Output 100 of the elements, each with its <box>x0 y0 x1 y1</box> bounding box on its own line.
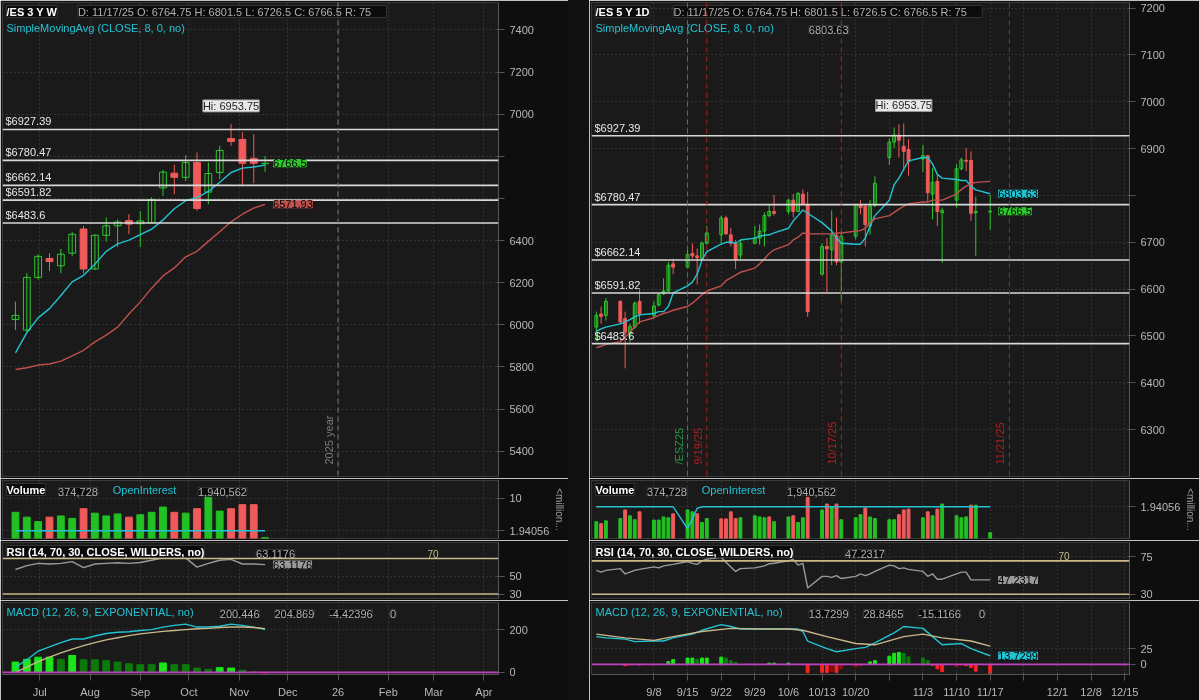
annotation: 200.446 <box>219 607 260 620</box>
x-tick-label: 11/3 <box>912 685 934 698</box>
x-tick-label: Aug <box>80 685 100 698</box>
annotation: 6803.63 <box>998 187 1038 200</box>
x-tick-label: Sep <box>130 685 151 698</box>
x-tick-label: 9/15 <box>676 685 699 698</box>
x-tick-label: Nov <box>229 685 250 698</box>
ref-line-label: 9/19/25 <box>691 427 704 465</box>
y-tick-label: 7000 <box>1140 95 1165 108</box>
chart-subtitle: D: 11/17/25 O: 6764.75 H: 6801.5 L: 6726.5 C: 6766.5 R: 75 <box>673 5 967 18</box>
ref-line-label: 10/17/25 <box>826 421 839 465</box>
ref-line-label: 70 <box>427 548 439 560</box>
chart-title: /ES 3 Y W <box>6 5 58 18</box>
y-tick-label: 7100 <box>1140 48 1165 61</box>
y-tick-label: 200 <box>509 623 528 636</box>
x-tick-label: 11/17 <box>976 685 1004 698</box>
chart-title: Volume <box>6 483 46 496</box>
series-label: MACD (12, 26, 9, EXPONENTIAL, no) <box>595 605 783 618</box>
ref-line-label: $6780.47 <box>594 190 641 203</box>
text: 47.2317 <box>845 547 885 560</box>
y-tick-label: 10 <box>509 492 522 505</box>
text: OpenInterest <box>112 483 177 496</box>
ref-line-label: $6483.6 <box>5 208 46 221</box>
y-tick-label: 7400 <box>509 23 534 36</box>
y-tick-label: 25 <box>1140 642 1153 655</box>
ref-line-label: $6662.14 <box>5 171 52 184</box>
annotation: 47.2317 <box>998 573 1038 586</box>
x-tick-label: 12/15 <box>1110 685 1139 698</box>
x-tick-label: Oct <box>180 685 198 698</box>
y-tick-label: 7000 <box>509 108 534 121</box>
annotation: 6766.5 <box>273 157 307 170</box>
y-tick-label: 50 <box>509 570 522 583</box>
text: 374,728 <box>647 485 687 498</box>
x-tick-label: Feb <box>378 685 398 698</box>
annotation: -4.42396 <box>329 607 373 620</box>
annotation: 13.7299 <box>808 607 849 620</box>
annotation: 28.8465 <box>863 607 904 620</box>
annotation: -15.1166 <box>918 607 961 620</box>
y-tick-label: 7200 <box>509 66 534 79</box>
y-tick-label: 0 <box>509 666 516 679</box>
y-tick-label: 0 <box>1140 658 1147 671</box>
text: 63.1176 <box>273 558 313 571</box>
x-tick-label: 11/10 <box>943 685 970 698</box>
annotation: 1,940,562 <box>198 485 247 498</box>
x-tick-label: 9/22 <box>710 685 732 698</box>
ref-line-label: $6591.82 <box>5 186 52 199</box>
annotation: 6766.5 <box>998 205 1032 218</box>
annotation: 6571.93 <box>273 198 313 211</box>
ref-line-label: $6927.39 <box>5 115 52 128</box>
y-tick-label: 6400 <box>509 234 534 247</box>
y-tick-label: 6300 <box>1140 423 1165 436</box>
y-axis-title: <million... <box>1185 488 1197 531</box>
ref-line-label: 2025 year <box>323 415 336 465</box>
chart-title: /ES 5 Y 1D <box>595 5 650 18</box>
ref-line-label: 11/21/25 <box>994 422 1007 465</box>
annotation: 13.7299 <box>998 649 1038 662</box>
y-tick-label: 6900 <box>1140 142 1165 155</box>
x-tick-label: 26 <box>331 685 345 698</box>
x-tick-label: Apr <box>475 685 493 698</box>
x-tick-label: 12/8 <box>1080 685 1102 698</box>
y-tick-label: 6200 <box>509 276 534 289</box>
annotation: 1,940,562 <box>787 485 836 498</box>
series-label: OpenInterest <box>701 483 766 496</box>
chart-title: Volume <box>595 483 635 496</box>
x-tick-label: Dec <box>278 685 299 698</box>
y-tick-label: 1.94056 <box>1140 500 1181 513</box>
y-axis-title: <million... <box>554 488 566 531</box>
y-tick-label: 6700 <box>1140 236 1165 249</box>
chart-subtitle: D: 11/17/25 O: 6764.75 H: 6801.5 L: 6726.5 C: 6766.5 R: 75 <box>77 5 372 18</box>
x-tick-label: Mar <box>424 685 444 698</box>
x-tick-label: 10/13 <box>808 685 836 698</box>
ref-line-label: 70 <box>1058 550 1070 562</box>
y-tick-label: 1.94056 <box>509 524 550 537</box>
x-tick-label: Jul <box>32 685 47 698</box>
x-tick-label: 10/6 <box>777 685 800 698</box>
ref-line-label: /ESZ25 <box>672 427 685 465</box>
y-tick-label: 6000 <box>509 318 534 331</box>
annotation: Hi: 6953.75 <box>875 99 932 112</box>
y-tick-label: 6400 <box>1140 376 1165 389</box>
y-tick-label: 75 <box>1140 550 1153 563</box>
x-tick-label: 9/8 <box>646 685 662 698</box>
x-tick-label: 12/1 <box>1046 685 1069 698</box>
y-tick-label: 7200 <box>1140 2 1165 15</box>
annotation: Hi: 6953.75 <box>202 99 260 112</box>
x-tick-label: 10/20 <box>841 685 870 698</box>
text: SimpleMovingAvg (CLOSE, 8, 0, no) <box>6 21 185 34</box>
ref-line-label: $6927.39 <box>594 121 641 134</box>
chart-title: RSI (14, 70, 30, CLOSE, WILDERS, no) <box>595 545 794 558</box>
y-tick-label: 6600 <box>1140 283 1165 296</box>
ref-line-label: $6662.14 <box>594 246 641 259</box>
chart-title: RSI (14, 70, 30, CLOSE, WILDERS, no) <box>6 545 205 558</box>
text: SimpleMovingAvg (CLOSE, 8, 0, no) <box>595 21 774 34</box>
y-tick-label: 5400 <box>509 445 534 458</box>
x-tick-label: 9/29 <box>744 685 766 698</box>
annotation: 63.1176 <box>256 547 296 560</box>
y-tick-label: 6500 <box>1140 329 1165 342</box>
chart-subtitle: 374,728 <box>58 485 98 498</box>
annotation: 6803.63 <box>808 23 849 36</box>
ref-line-label: $6780.47 <box>5 146 52 159</box>
annotation: 0 <box>390 607 397 620</box>
